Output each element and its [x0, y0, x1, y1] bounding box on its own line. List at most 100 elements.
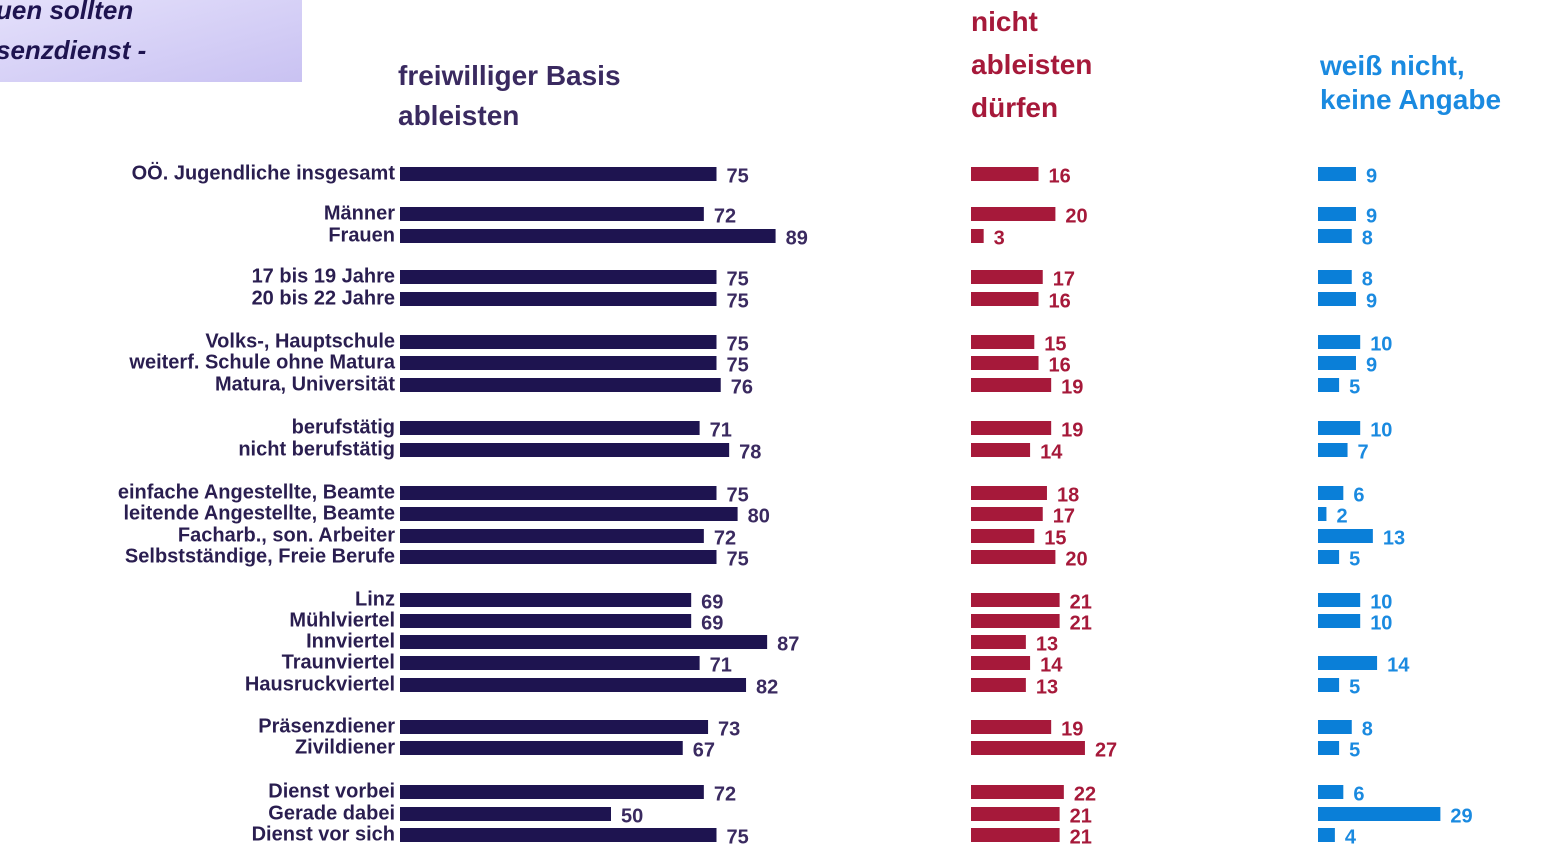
value-label: 8 [1362, 268, 1373, 290]
value-label: 6 [1353, 783, 1364, 805]
value-label: 75 [727, 826, 749, 847]
value-label: 80 [748, 505, 770, 527]
bar [1318, 550, 1340, 564]
bar [971, 828, 1060, 842]
value-label: 78 [739, 441, 761, 463]
value-label: 13 [1036, 676, 1058, 698]
bar [971, 421, 1052, 435]
bar [400, 207, 704, 221]
value-label: 9 [1366, 290, 1377, 312]
bar [971, 443, 1031, 457]
bar [1318, 486, 1344, 500]
value-label: 67 [693, 739, 715, 761]
value-label: 5 [1349, 548, 1360, 570]
bar [400, 529, 704, 543]
bar [1318, 356, 1356, 370]
value-label: 2 [1336, 505, 1347, 527]
category-label: Dienst vor sich [252, 823, 395, 845]
bar [1318, 229, 1352, 243]
bar [971, 229, 984, 243]
bar [1318, 720, 1352, 734]
value-label: 75 [727, 268, 749, 290]
value-label: 10 [1370, 419, 1392, 441]
value-label: 69 [701, 612, 723, 634]
value-label: 9 [1366, 205, 1377, 227]
value-label: 75 [727, 548, 749, 570]
bar [400, 378, 721, 392]
category-label: Matura, Universität [215, 373, 395, 395]
bar [971, 785, 1064, 799]
value-label: 13 [1383, 527, 1405, 549]
value-label: 69 [701, 591, 723, 613]
bar [1318, 443, 1348, 457]
value-label: 22 [1074, 783, 1096, 805]
chart-title: uen sollten senzdienst - [0, 0, 146, 65]
bar [400, 678, 747, 692]
value-label: 6 [1353, 484, 1364, 506]
bar [1318, 378, 1340, 392]
bar [971, 507, 1043, 521]
value-label: 14 [1040, 441, 1063, 463]
bar [971, 207, 1056, 221]
title-box [0, 0, 302, 82]
value-label: 16 [1049, 165, 1071, 187]
category-label: Zivildiener [295, 736, 395, 758]
value-label: 21 [1070, 826, 1092, 847]
bar [1318, 270, 1352, 284]
value-label: 5 [1349, 376, 1360, 398]
value-label: 20 [1065, 548, 1087, 570]
value-label: 72 [714, 783, 736, 805]
value-label: 73 [718, 718, 740, 740]
value-label: 21 [1070, 591, 1092, 613]
value-label: 5 [1349, 739, 1360, 761]
value-label: 71 [710, 419, 732, 441]
bar [971, 270, 1043, 284]
value-label: 5 [1349, 676, 1360, 698]
bar [971, 741, 1085, 755]
bar [971, 167, 1039, 181]
series-header: freiwilliger Basis ableisten [398, 60, 621, 131]
category-label: Präsenzdiener [258, 715, 395, 737]
value-label: 16 [1049, 354, 1071, 376]
bar [971, 656, 1031, 670]
bar [400, 635, 768, 649]
bar [971, 614, 1060, 628]
bar [400, 486, 717, 500]
bar [971, 635, 1026, 649]
value-label: 20 [1065, 205, 1087, 227]
category-label: Männer [324, 202, 395, 224]
category-label: Frauen [328, 224, 395, 246]
category-label: Gerade dabei [268, 802, 395, 824]
value-label: 76 [731, 376, 753, 398]
value-label: 19 [1061, 718, 1083, 740]
category-label: Linz [355, 588, 395, 610]
value-label: 71 [710, 654, 732, 676]
value-label: 72 [714, 205, 736, 227]
bar [400, 828, 717, 842]
bar [400, 270, 717, 284]
value-label: 9 [1366, 165, 1377, 187]
category-label: berufstätig [292, 416, 395, 438]
series-header: nicht ableisten dürfen [971, 6, 1092, 123]
value-label: 27 [1095, 739, 1117, 761]
bar [400, 550, 717, 564]
category-label: Facharb., son. Arbeiter [178, 524, 395, 546]
bar [1318, 507, 1327, 521]
value-label: 14 [1040, 654, 1063, 676]
category-label: weiterf. Schule ohne Matura [128, 351, 395, 373]
value-label: 14 [1387, 654, 1410, 676]
category-label: Dienst vorbei [268, 780, 395, 802]
category-label: 17 bis 19 Jahre [252, 265, 395, 287]
value-label: 10 [1370, 333, 1392, 355]
value-label: 15 [1044, 527, 1066, 549]
value-label: 50 [621, 805, 643, 827]
bar [400, 335, 717, 349]
value-label: 21 [1070, 805, 1092, 827]
bar [400, 614, 692, 628]
bar [971, 807, 1060, 821]
value-label: 89 [786, 227, 808, 249]
value-label: 75 [727, 165, 749, 187]
bar [971, 335, 1035, 349]
category-label: Traunviertel [282, 651, 395, 673]
